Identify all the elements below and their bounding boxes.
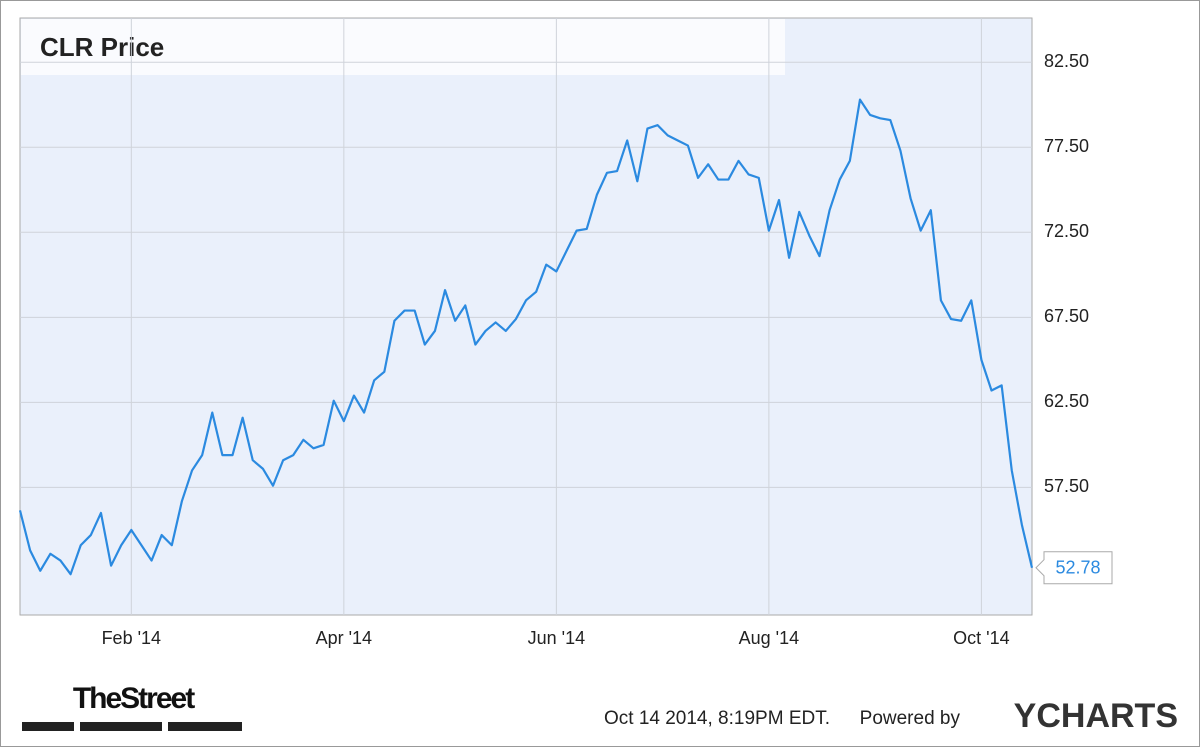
y-tick-label: 67.50 [1044, 306, 1089, 326]
last-value-box [1035, 551, 1113, 585]
publisher-logo: TheStreet [73, 682, 195, 715]
y-tick-label: 57.50 [1044, 476, 1089, 496]
y-tick-label: 77.50 [1044, 136, 1089, 156]
last-value-label: 52.78 [1055, 557, 1100, 577]
y-tick-label: 62.50 [1044, 391, 1089, 411]
price-line [18, 98, 1034, 576]
chart-title: CLR Price [40, 32, 164, 62]
logo-bar [168, 722, 242, 731]
x-tick-label: Apr '14 [316, 628, 372, 648]
x-tick-label: Aug '14 [739, 628, 800, 648]
logo-bar [80, 722, 162, 731]
brand: YCHARTS [1014, 697, 1178, 735]
x-tick-label: Jun '14 [528, 628, 585, 648]
title-band [21, 19, 785, 75]
logo-bar [22, 722, 74, 731]
x-tick-label: Feb '14 [102, 628, 161, 648]
timestamp: Oct 14 2014, 8:19PM EDT. [604, 708, 830, 729]
powered-by: Powered by [860, 708, 961, 729]
x-tick-label: Oct '14 [953, 628, 1009, 648]
y-tick-label: 82.50 [1044, 51, 1089, 71]
y-tick-label: 72.50 [1044, 221, 1089, 241]
plot-area [19, 17, 1033, 616]
